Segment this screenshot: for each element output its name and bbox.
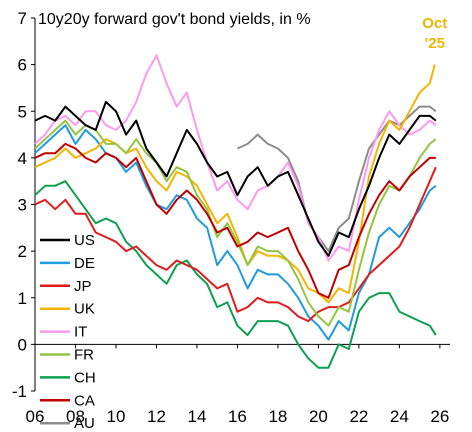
x-tick-label: 20 <box>309 407 328 426</box>
series-line-us <box>34 100 437 257</box>
series-line-it <box>34 54 437 262</box>
x-tick-label: 16 <box>228 407 247 426</box>
series-line-jp <box>34 166 437 323</box>
y-tick-label: 7 <box>18 9 27 28</box>
legend-label-it: IT <box>74 324 87 341</box>
series-line-de <box>34 124 437 341</box>
x-tick-label: 14 <box>187 407 206 426</box>
legend-label-ca: CA <box>74 392 95 409</box>
y-tick-label: -1 <box>12 382 27 401</box>
x-tick-label: 06 <box>26 407 45 426</box>
legend-label-us: US <box>74 232 95 249</box>
series-line-uk <box>34 64 436 304</box>
x-tick-label: 26 <box>430 407 449 426</box>
y-tick-label: 0 <box>18 335 27 354</box>
series-line-ca <box>34 142 436 299</box>
x-tick-label: 18 <box>268 407 287 426</box>
y-tick-label: 3 <box>18 196 27 215</box>
series-line-ch <box>34 180 437 369</box>
legend: US DE JP UK IT FR CH CA AU <box>40 232 96 432</box>
x-tick-label: 12 <box>147 407 166 426</box>
annotation-line2: '25 <box>425 35 445 52</box>
legend-label-fr: FR <box>74 347 94 364</box>
y-tick-label: 6 <box>18 56 27 75</box>
series-line-fr <box>34 119 437 327</box>
legend-label-jp: JP <box>74 278 92 295</box>
y-tick-label: 2 <box>18 242 27 261</box>
annotation: Oct '25 <box>422 15 447 52</box>
legend-label-au: AU <box>74 415 95 432</box>
chart-title: 10y20y forward gov't bond yields, in % <box>38 11 311 28</box>
x-tick-label: 10 <box>107 407 126 426</box>
y-tick-label: 1 <box>18 289 27 308</box>
legend-label-uk: UK <box>74 301 95 318</box>
y-tick-label: 4 <box>18 149 27 168</box>
legend-label-ch: CH <box>74 369 96 386</box>
x-tick-label: 22 <box>349 407 368 426</box>
legend-label-de: DE <box>74 255 95 272</box>
series-lines <box>34 54 437 369</box>
x-tick-label: 24 <box>390 407 409 426</box>
y-tick-label: 5 <box>18 102 27 121</box>
x-tick-label: 08 <box>66 407 85 426</box>
annotation-line1: Oct <box>422 15 447 32</box>
